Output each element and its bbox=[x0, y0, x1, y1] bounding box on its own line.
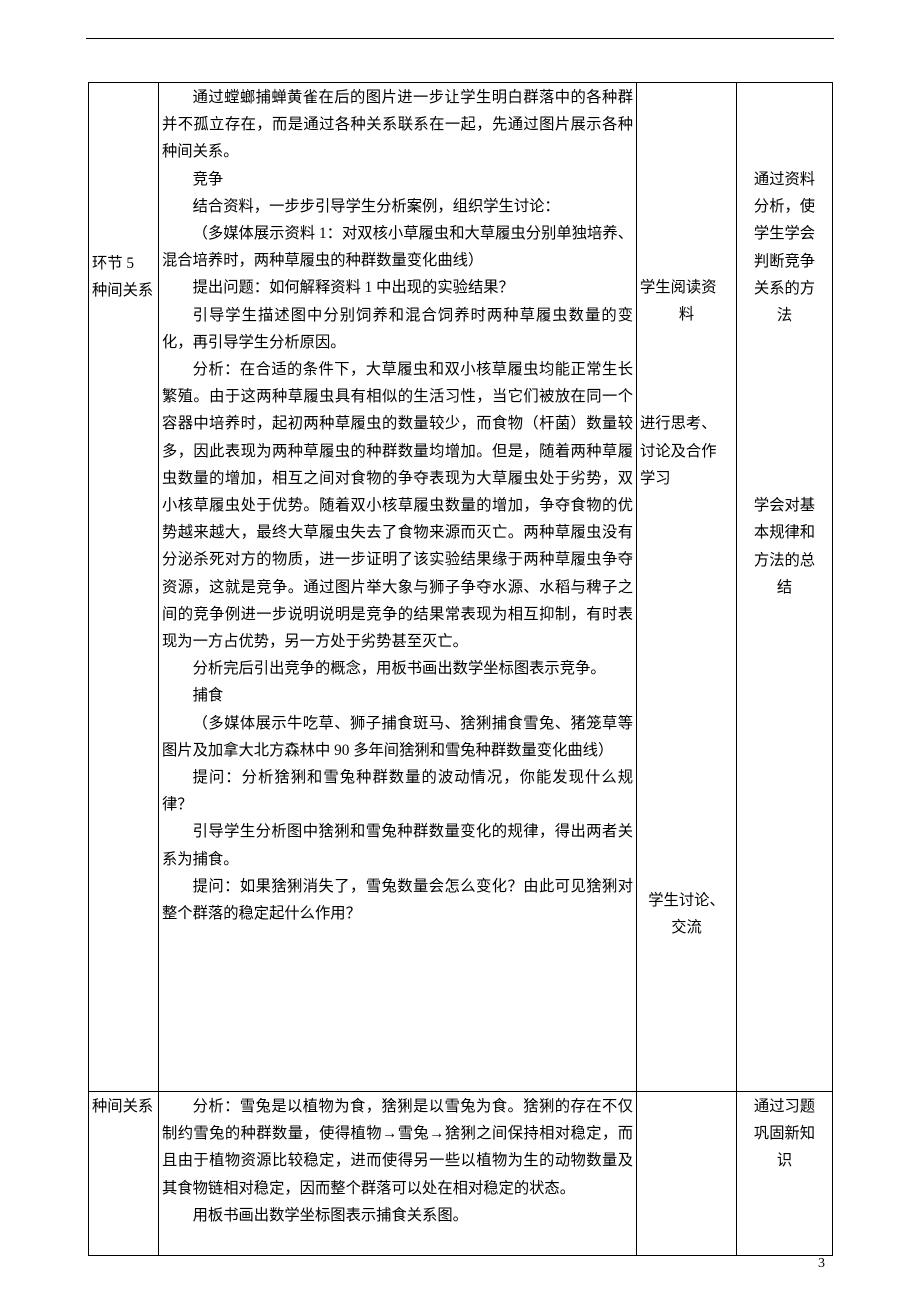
row1-student-activity: 学生阅读资料进行思考、讨论及合作学习学生讨论、交流 bbox=[637, 83, 736, 1091]
row2-design-intent: 通过习题巩固新知识 bbox=[737, 1092, 832, 1176]
row2-stage-label: 种间关系 bbox=[89, 1092, 158, 1255]
lesson-table: 环节 5种间关系通过螳螂捕蝉黄雀在后的图片进一步让学生明白群落中的各种群并不孤立… bbox=[88, 82, 833, 1256]
row1-design-intent: 通过资料分析，使学生学会判断竞争关系的方法学会对基本规律和方法的总结 bbox=[737, 83, 832, 1091]
row1-stage-label: 环节 5种间关系 bbox=[89, 83, 158, 1091]
row1-content: 通过螳螂捕蝉黄雀在后的图片进一步让学生明白群落中的各种群并不孤立存在，而是通过各… bbox=[159, 83, 636, 928]
page-number: 3 bbox=[818, 1256, 825, 1272]
top-rule bbox=[86, 38, 834, 39]
row2-content: 分析：雪兔是以植物为食，猞猁是以雪兔为食。猞猁的存在不仅制约雪兔的种群数量，使得… bbox=[159, 1092, 636, 1230]
row2-student-activity bbox=[637, 1092, 736, 1094]
